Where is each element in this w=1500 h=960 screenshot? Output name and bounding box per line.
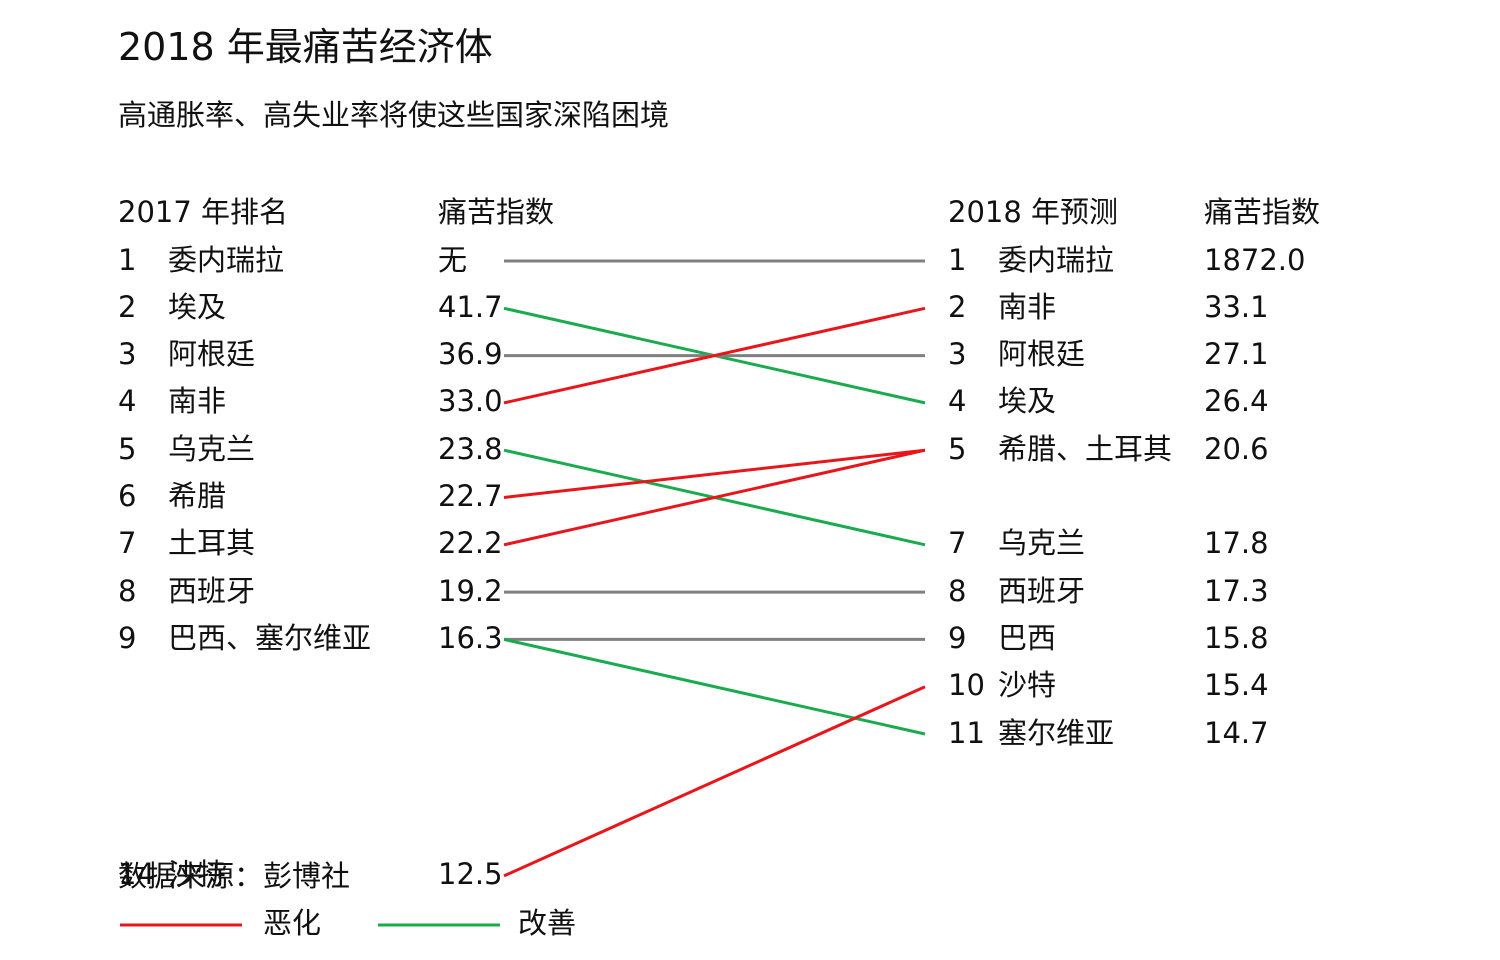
- left-index-value: 23.8: [438, 432, 503, 466]
- left-country-label: 南非: [168, 384, 227, 418]
- right-country-label: 西班牙: [998, 574, 1086, 608]
- right-index-value: 14.7: [1204, 716, 1269, 750]
- right-country-label: 巴西: [998, 621, 1057, 655]
- right-rank-label: 4: [948, 384, 967, 418]
- right-index-value: 17.8: [1204, 526, 1269, 560]
- right-country-label: 塞尔维亚: [998, 716, 1115, 750]
- right-country-label: 阿根廷: [998, 337, 1086, 371]
- left-country-label: 委内瑞拉: [168, 243, 285, 277]
- left-rank-label: 8: [118, 574, 137, 608]
- left-country-label: 西班牙: [168, 574, 256, 608]
- left-country-label: 乌克兰: [168, 432, 256, 466]
- left-country-label: 埃及: [168, 290, 227, 324]
- left-index-header: 痛苦指数: [438, 195, 555, 229]
- right-index-value: 17.3: [1204, 574, 1269, 608]
- right-index-value: 1872.0: [1204, 243, 1306, 277]
- right-country-label: 埃及: [998, 384, 1057, 418]
- left-index-value: 22.7: [438, 479, 503, 513]
- left-index-value: 33.0: [438, 384, 503, 418]
- left-rank-label: 3: [118, 337, 137, 371]
- right-rank-label: 1: [948, 243, 967, 277]
- left-index-value: 12.5: [438, 857, 503, 891]
- slope-line-worse: [503, 448, 926, 499]
- left-rank-label: 5: [118, 432, 137, 466]
- left-country-label: 沙特: [168, 857, 227, 891]
- left-index-value: 41.7: [438, 290, 503, 324]
- right-index-value: 27.1: [1204, 337, 1269, 371]
- right-index-value: 26.4: [1204, 384, 1269, 418]
- right-country-label: 委内瑞拉: [998, 243, 1115, 277]
- right-index-value: 15.8: [1204, 621, 1269, 655]
- left-index-value: 22.2: [438, 526, 503, 560]
- left-rank-label: 14: [118, 857, 155, 891]
- left-index-value: 19.2: [438, 574, 503, 608]
- right-index-value: 15.4: [1204, 668, 1269, 702]
- right-index-value: 33.1: [1204, 290, 1269, 324]
- slope-line-worse: [503, 306, 926, 405]
- right-rank-label: 10: [948, 668, 985, 702]
- right-index-header: 痛苦指数: [1204, 195, 1321, 229]
- left-rank-label: 6: [118, 479, 137, 513]
- chart-subtitle: 高通胀率、高失业率将使这些国家深陷困境: [118, 98, 670, 132]
- left-country-label: 土耳其: [168, 526, 256, 560]
- right-country-label: 沙特: [998, 668, 1057, 702]
- left-rank-label: 1: [118, 243, 137, 277]
- legend-better-label: 改善: [518, 906, 577, 940]
- right-country-label: 南非: [998, 290, 1057, 324]
- slope-line-worse: [503, 685, 926, 878]
- right-rank-label: 11: [948, 716, 985, 750]
- right-rank-header: 2018 年预测: [948, 195, 1119, 229]
- slope-line-worse: [503, 448, 926, 547]
- left-country-label: 希腊: [168, 479, 227, 513]
- right-rank-label: 2: [948, 290, 967, 324]
- left-country-label: 阿根廷: [168, 337, 256, 371]
- right-rank-label: 5: [948, 432, 967, 466]
- chart-title: 2018 年最痛苦经济体: [118, 25, 493, 69]
- left-rank-header: 2017 年排名: [118, 195, 289, 229]
- right-country-label: 希腊、土耳其: [998, 432, 1173, 466]
- legend-worse-label: 恶化: [263, 906, 322, 940]
- right-rank-label: 9: [948, 621, 967, 655]
- left-rank-label: 7: [118, 526, 137, 560]
- right-rank-label: 8: [948, 574, 967, 608]
- right-rank-label: 3: [948, 337, 967, 371]
- left-index-value: 16.3: [438, 621, 503, 655]
- left-rank-label: 9: [118, 621, 137, 655]
- left-country-label: 巴西、塞尔维亚: [168, 621, 372, 655]
- right-country-label: 乌克兰: [998, 526, 1086, 560]
- left-rank-label: 2: [118, 290, 137, 324]
- right-rank-label: 7: [948, 526, 967, 560]
- left-index-value: 无: [438, 243, 468, 277]
- right-index-value: 20.6: [1204, 432, 1269, 466]
- left-rank-label: 4: [118, 384, 137, 418]
- left-index-value: 36.9: [438, 337, 503, 371]
- source-note: 数据来源：彭博社: [118, 859, 351, 893]
